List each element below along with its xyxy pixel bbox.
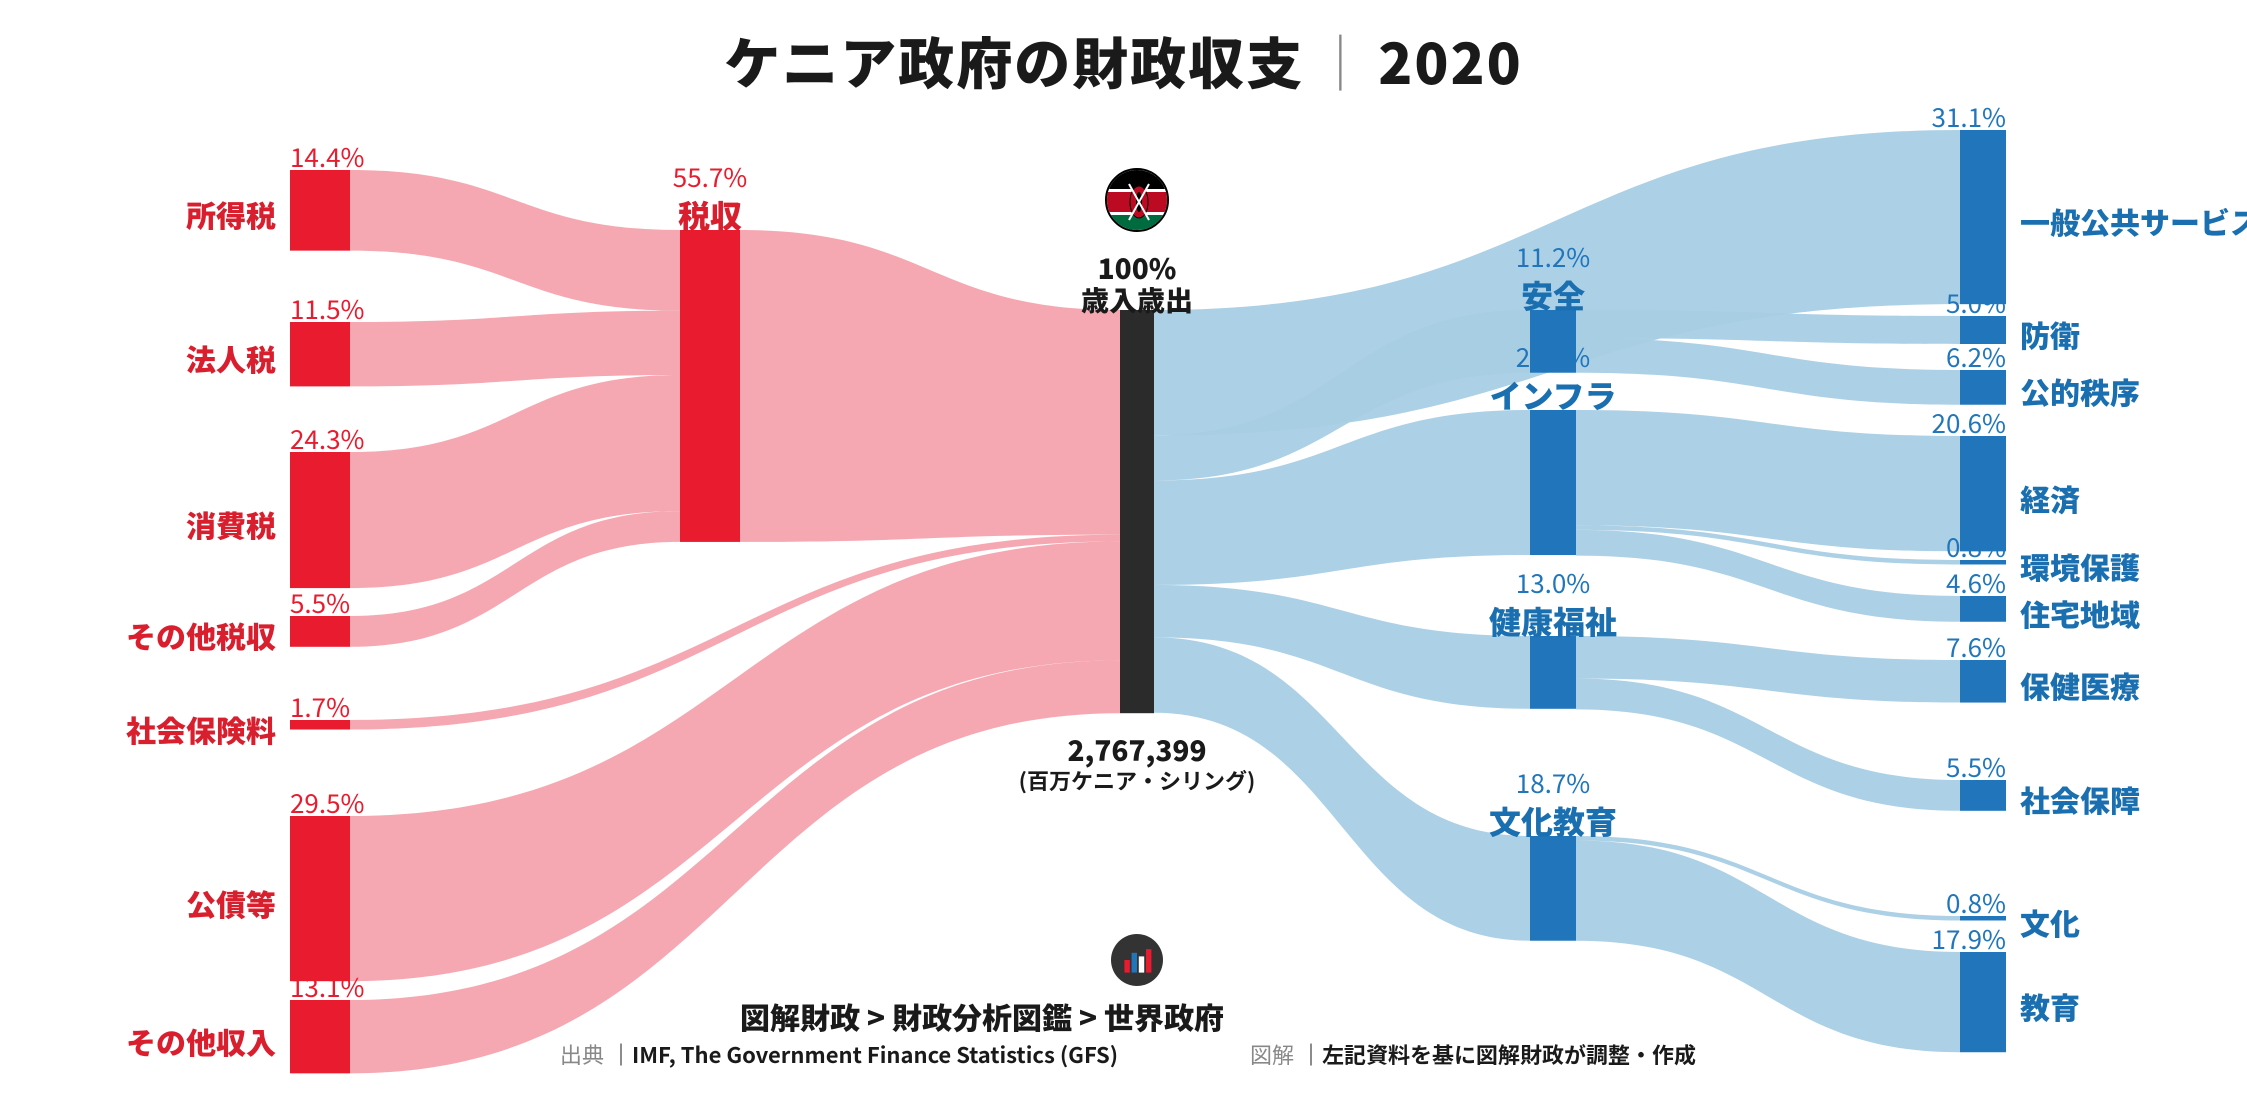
expense-leaf-label-soc_sec: 社会保障 (2020, 777, 2140, 821)
expense-leaf-label-housing: 住宅地域 (2020, 591, 2140, 635)
revenue-leaf-pct-social_ins: 1.7% (290, 688, 350, 725)
expense-leaf-label-edu: 教育 (2020, 984, 2080, 1028)
credit-label: 図解 (1250, 1038, 1294, 1070)
expense-leaf-pct-edu: 17.9% (1920, 920, 2006, 957)
revenue-leaf-pct-income_tax: 14.4% (290, 138, 364, 175)
center-label: 歳入歳出 (1037, 280, 1237, 320)
credit-text: 左記資料を基に図解財政が調整・作成 (1322, 1038, 1696, 1070)
revenue-mid-pct-tax: 55.7% (670, 158, 750, 195)
expense-leaf-pct-health: 7.6% (1920, 628, 2006, 665)
expense-leaf-label-health: 保健医療 (2020, 663, 2140, 707)
expense-mid-label-welfare: 健康福祉 (1470, 598, 1636, 644)
expense-leaf-label-cult: 文化 (2020, 900, 2080, 944)
revenue-leaf-pct-other_rev: 13.1% (290, 968, 364, 1005)
revenue-leaf-label-social_ins: 社会保険料 (126, 707, 276, 751)
footer-source: 出典｜IMF, The Government Finance Statistic… (560, 1038, 1118, 1070)
center-unit-text: (百万ケニア・シリング) (1019, 764, 1256, 796)
expense-mid-pct-infra: 25.9% (1470, 338, 1636, 375)
breadcrumb-text: 図解財政 > 財政分析図鑑 > 世界政府 (740, 994, 1224, 1038)
expense-leaf-label-economy: 経済 (2020, 476, 2080, 520)
revenue-leaf-label-other_tax: その他税収 (126, 613, 276, 657)
expense-leaf-label-gen_pub: 一般公共サービス (2020, 199, 2247, 243)
revenue-leaf-pct-consump_tax: 24.3% (290, 420, 364, 457)
center-label-text: 歳入歳出 (1081, 280, 1193, 320)
expense-leaf-pct-housing: 4.6% (1920, 564, 2006, 601)
expense-mid-pct-culture: 18.7% (1470, 764, 1636, 801)
footer-credit: 図解｜左記資料を基に図解財政が調整・作成 (1250, 1038, 1696, 1070)
breadcrumb: 図解財政 > 財政分析図鑑 > 世界政府 (740, 994, 1224, 1038)
expense-leaf-pct-gen_pub: 31.1% (1920, 98, 2006, 135)
revenue-mid-label-tax: 税収 (670, 192, 750, 238)
center-unit: (百万ケニア・シリング) (987, 764, 1287, 796)
expense-leaf-pct-env: 0.8% (1920, 528, 2006, 565)
revenue-leaf-pct-corp_tax: 11.5% (290, 290, 364, 327)
expense-mid-label-safety: 安全 (1470, 272, 1636, 318)
revenue-leaf-pct-other_tax: 5.5% (290, 584, 350, 621)
revenue-leaf-pct-public_debt: 29.5% (290, 784, 364, 821)
source-text: IMF, The Government Finance Statistics (… (632, 1038, 1118, 1070)
revenue-leaf-label-income_tax: 所得税 (186, 192, 276, 236)
expense-leaf-label-env: 環境保護 (2020, 544, 2140, 588)
expense-mid-label-culture: 文化教育 (1470, 798, 1636, 844)
expense-mid-label-infra: インフラ (1470, 372, 1636, 418)
logo-icon (1111, 934, 1163, 986)
source-label: 出典 (560, 1038, 604, 1070)
expense-leaf-pct-defense: 5.0% (1920, 284, 2006, 321)
expense-leaf-pct-economy: 20.6% (1920, 404, 2006, 441)
revenue-leaf-label-consump_tax: 消費税 (186, 502, 276, 546)
kenya-flag-icon (1105, 168, 1169, 232)
expense-leaf-label-order: 公的秩序 (2020, 369, 2140, 413)
expense-leaf-pct-cult: 0.8% (1920, 884, 2006, 921)
expense-leaf-pct-order: 6.2% (1920, 338, 2006, 375)
expense-leaf-pct-soc_sec: 5.5% (1920, 748, 2006, 785)
revenue-leaf-label-other_rev: その他収入 (126, 1019, 276, 1063)
revenue-leaf-label-public_debt: 公債等 (186, 881, 276, 925)
expense-leaf-label-defense: 防衛 (2020, 312, 2080, 356)
revenue-leaf-label-corp_tax: 法人税 (186, 336, 276, 380)
expense-mid-pct-welfare: 13.0% (1470, 564, 1636, 601)
expense-mid-pct-safety: 11.2% (1470, 238, 1636, 275)
